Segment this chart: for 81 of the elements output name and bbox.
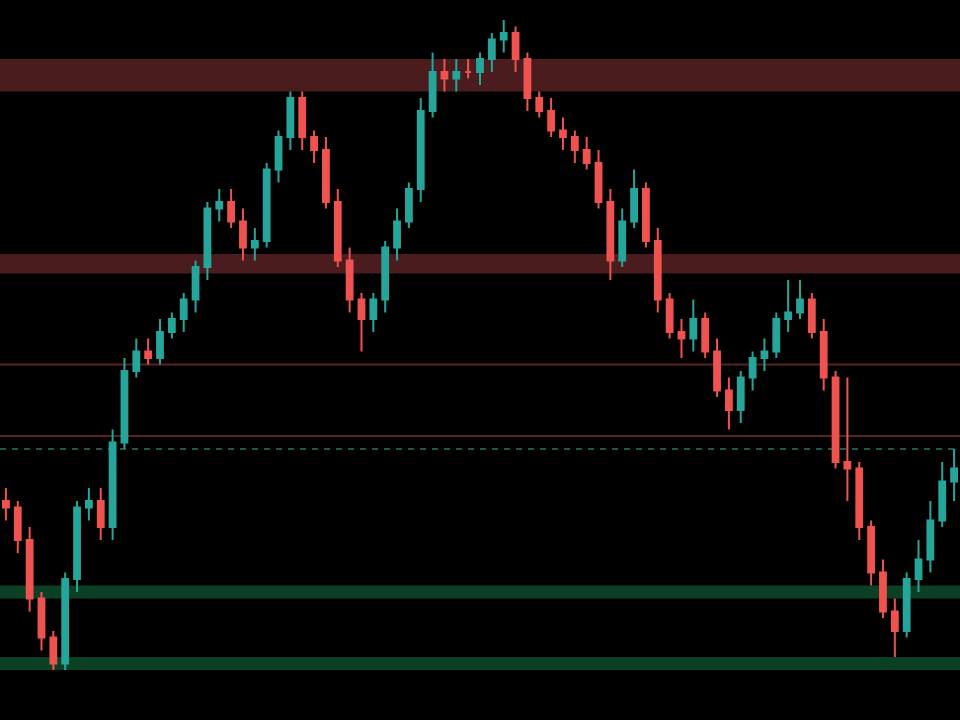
candlestick [61, 571, 70, 671]
candlestick [357, 292, 366, 353]
candlestick [37, 591, 46, 652]
candlestick [84, 487, 93, 522]
candlestick [831, 370, 840, 470]
candlestick [677, 318, 686, 359]
candlestick [393, 207, 401, 262]
candlestick [215, 188, 224, 223]
candlestick [559, 116, 567, 151]
candlestick [642, 181, 650, 249]
candlestick [167, 311, 176, 340]
candlestick [547, 97, 556, 138]
candlestick [843, 376, 852, 502]
candlestick [618, 207, 627, 268]
candlestick [772, 311, 781, 359]
candlestick [227, 188, 236, 229]
candlestick [890, 597, 899, 658]
candlestick [796, 279, 804, 320]
candlestick [902, 571, 911, 639]
candlestick [416, 97, 425, 203]
candlestick [926, 500, 935, 574]
candlestick [653, 227, 662, 314]
candlestick [274, 129, 283, 184]
candlestick [262, 162, 271, 249]
candlestick [440, 58, 449, 93]
candlestick [108, 428, 117, 541]
candlestick [452, 58, 461, 93]
candlestick [286, 90, 295, 151]
candlestick [239, 207, 247, 262]
candlestick [570, 129, 579, 164]
candlestick [689, 298, 698, 353]
candlestick [120, 357, 129, 450]
candlestick [310, 129, 318, 164]
candlestick [49, 630, 58, 671]
candlestick [867, 519, 876, 587]
candlestick [879, 558, 887, 619]
candlestick [713, 337, 721, 398]
candlestick [73, 500, 81, 593]
candlestick [582, 136, 591, 171]
candlestick [511, 25, 520, 73]
candlestick [322, 136, 330, 210]
candlestick [487, 32, 496, 73]
candlestick [25, 526, 34, 613]
candlestick [369, 292, 378, 333]
candlestick [535, 90, 544, 119]
candlestick [156, 318, 164, 366]
candlestick [132, 337, 141, 379]
candlestick [464, 58, 473, 80]
candlestick [724, 376, 733, 431]
candlestick [748, 350, 757, 392]
candlestick [630, 168, 638, 229]
candlestick [594, 149, 603, 210]
candlestick [2, 487, 10, 522]
candlestick [404, 181, 413, 229]
candlestick [665, 292, 674, 340]
candlestick [13, 500, 22, 554]
candlestick [760, 337, 769, 372]
candlestick [250, 227, 259, 262]
candlestick [476, 51, 484, 86]
candlestick [203, 201, 212, 281]
candlestick [345, 246, 354, 314]
candlestick [523, 51, 532, 112]
candlestick [950, 448, 958, 502]
candlestick [819, 318, 828, 392]
candlestick [179, 292, 188, 333]
candlestick [428, 51, 437, 119]
candlestick [784, 279, 793, 333]
candlestick [914, 539, 923, 593]
candlestick [807, 292, 816, 340]
candlestick [736, 370, 745, 424]
candlestick [381, 240, 390, 314]
candlestick [701, 311, 710, 359]
candlestick [333, 188, 342, 268]
candlestick [144, 337, 153, 366]
candlestick [938, 461, 947, 528]
candlestick [499, 19, 508, 54]
candlestick [191, 259, 200, 314]
candlestick [298, 90, 307, 151]
candlestick [855, 461, 864, 541]
candlestick [96, 487, 105, 541]
candlestick [606, 188, 615, 281]
